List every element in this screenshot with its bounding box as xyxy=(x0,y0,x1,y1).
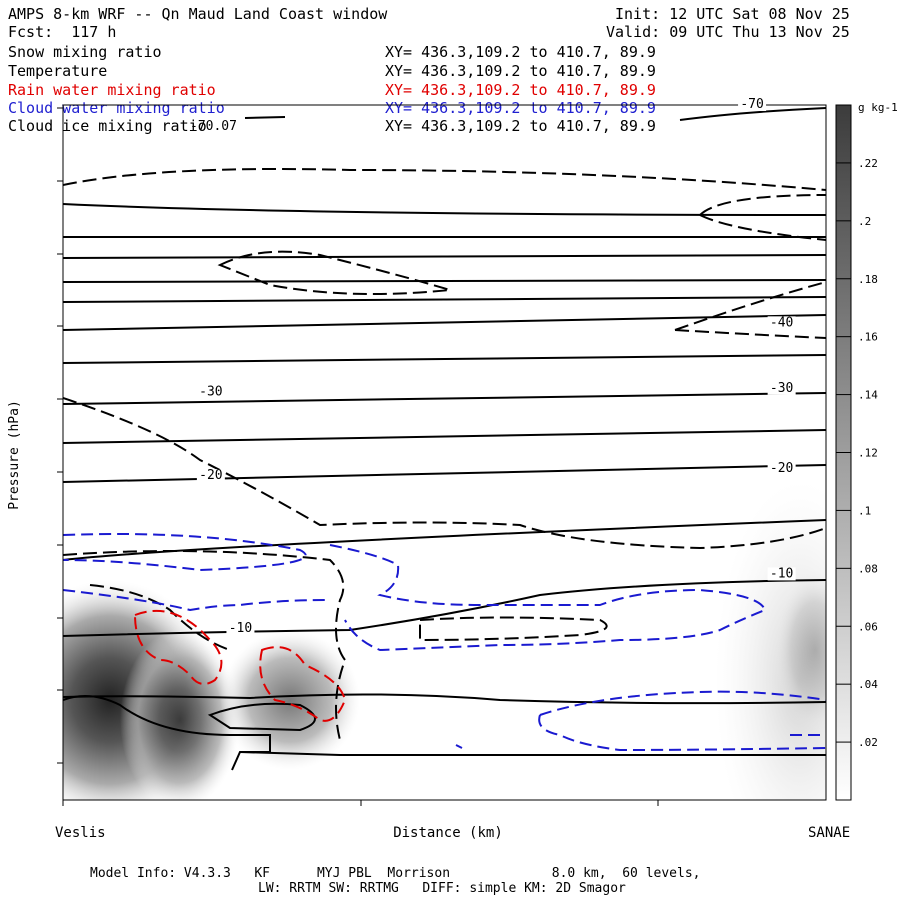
temperature-label: -30 xyxy=(770,381,793,396)
colorbar-label: .12 xyxy=(858,447,878,460)
colorbar-label: .04 xyxy=(858,678,878,691)
field-xy-rain: XY= 436.3,109.2 to 410.7, 89.9 xyxy=(385,81,656,99)
field-name-temperature: Temperature xyxy=(8,62,108,80)
temperature-label: -20 xyxy=(199,468,222,483)
plot-frame xyxy=(62,104,827,801)
temperature-label-bg xyxy=(767,316,796,330)
field-xy-cloud-water: XY= 436.3,109.2 to 410.7, 89.9 xyxy=(385,99,656,117)
chart-title: AMPS 8-km WRF -- Qn Maud Land Coast wind… xyxy=(8,5,388,23)
colorbar-label: .22 xyxy=(858,157,878,170)
colorbar-label: .1 xyxy=(858,504,871,517)
left-endpoint-label: Veslis xyxy=(55,825,106,841)
colorbar-label: .14 xyxy=(858,389,878,402)
temperature-label: -10 xyxy=(229,621,252,636)
field-name-cloud-water: Cloud water mixing ratio xyxy=(8,99,225,117)
field-xy-snow: XY= 436.3,109.2 to 410.7, 89.9 xyxy=(385,43,656,61)
temperature-contours xyxy=(63,107,826,771)
colorbar-label: .06 xyxy=(858,620,878,633)
colorbar-label: .18 xyxy=(858,273,878,286)
snow-shading xyxy=(63,480,826,800)
temperature-label-bg xyxy=(738,98,767,111)
valid-time: Valid: 09 UTC Thu 13 Nov 25 xyxy=(606,23,850,41)
colorbar-labels: .22 .2 .18 .16 .14 .12 .1 .08 .06 .04 .02 xyxy=(858,157,878,749)
colorbar-ticks xyxy=(836,104,851,801)
temperature-label-bg xyxy=(196,385,225,399)
temperature-label: -20 xyxy=(770,461,793,476)
colorbar-label: .2 xyxy=(858,215,871,228)
y-axis-ticks xyxy=(57,107,63,764)
forecast-hour: Fcst: 117 h xyxy=(8,23,117,41)
rain-contours xyxy=(133,609,347,722)
field-name-rain: Rain water mixing ratio xyxy=(8,81,216,99)
temperature-label-bg xyxy=(767,567,796,581)
temperature-label: -10 xyxy=(770,566,793,581)
field-name-cloud-ice: Cloud ice mixing ratio xyxy=(8,117,207,135)
colorbar-label: .08 xyxy=(858,562,878,575)
x-axis-ticks xyxy=(62,800,659,806)
dashed-contours xyxy=(63,168,826,741)
temperature-label: -70 xyxy=(740,97,763,112)
temperature-labels: -70 -40 -30 -30 -20 -20 -10 -10 xyxy=(196,97,796,636)
temperature-label: -40 xyxy=(770,315,793,330)
init-time: Init: 12 UTC Sat 08 Nov 25 xyxy=(615,5,850,23)
physics-info: LW: RRTM SW: RRTMG DIFF: simple KM: 2D S… xyxy=(258,881,626,896)
colorbar-unit: g kg-1 xyxy=(858,101,898,114)
y-axis-title: Pressure (hPa) xyxy=(7,400,22,510)
cloud-water-contours xyxy=(62,533,827,752)
right-endpoint-label: SANAE xyxy=(808,825,850,841)
field-name-snow: Snow mixing ratio xyxy=(8,43,162,61)
overlay-label: -70.07 xyxy=(190,119,237,134)
temperature-label: -30 xyxy=(199,384,222,399)
colorbar-label: .02 xyxy=(858,736,878,749)
temperature-label-bg xyxy=(196,469,225,483)
model-info: Model Info: V4.3.3 KF MYJ PBL Morrison 8… xyxy=(90,866,701,881)
temperature-label-bg xyxy=(767,461,796,475)
x-axis-title: Distance (km) xyxy=(393,825,503,841)
temperature-label-bg xyxy=(767,381,796,395)
field-xy-cloud-ice: XY= 436.3,109.2 to 410.7, 89.9 xyxy=(385,117,656,135)
field-xy-temperature: XY= 436.3,109.2 to 410.7, 89.9 xyxy=(385,62,656,80)
colorbar-label: .16 xyxy=(858,331,878,344)
temperature-label-bg xyxy=(226,622,255,635)
